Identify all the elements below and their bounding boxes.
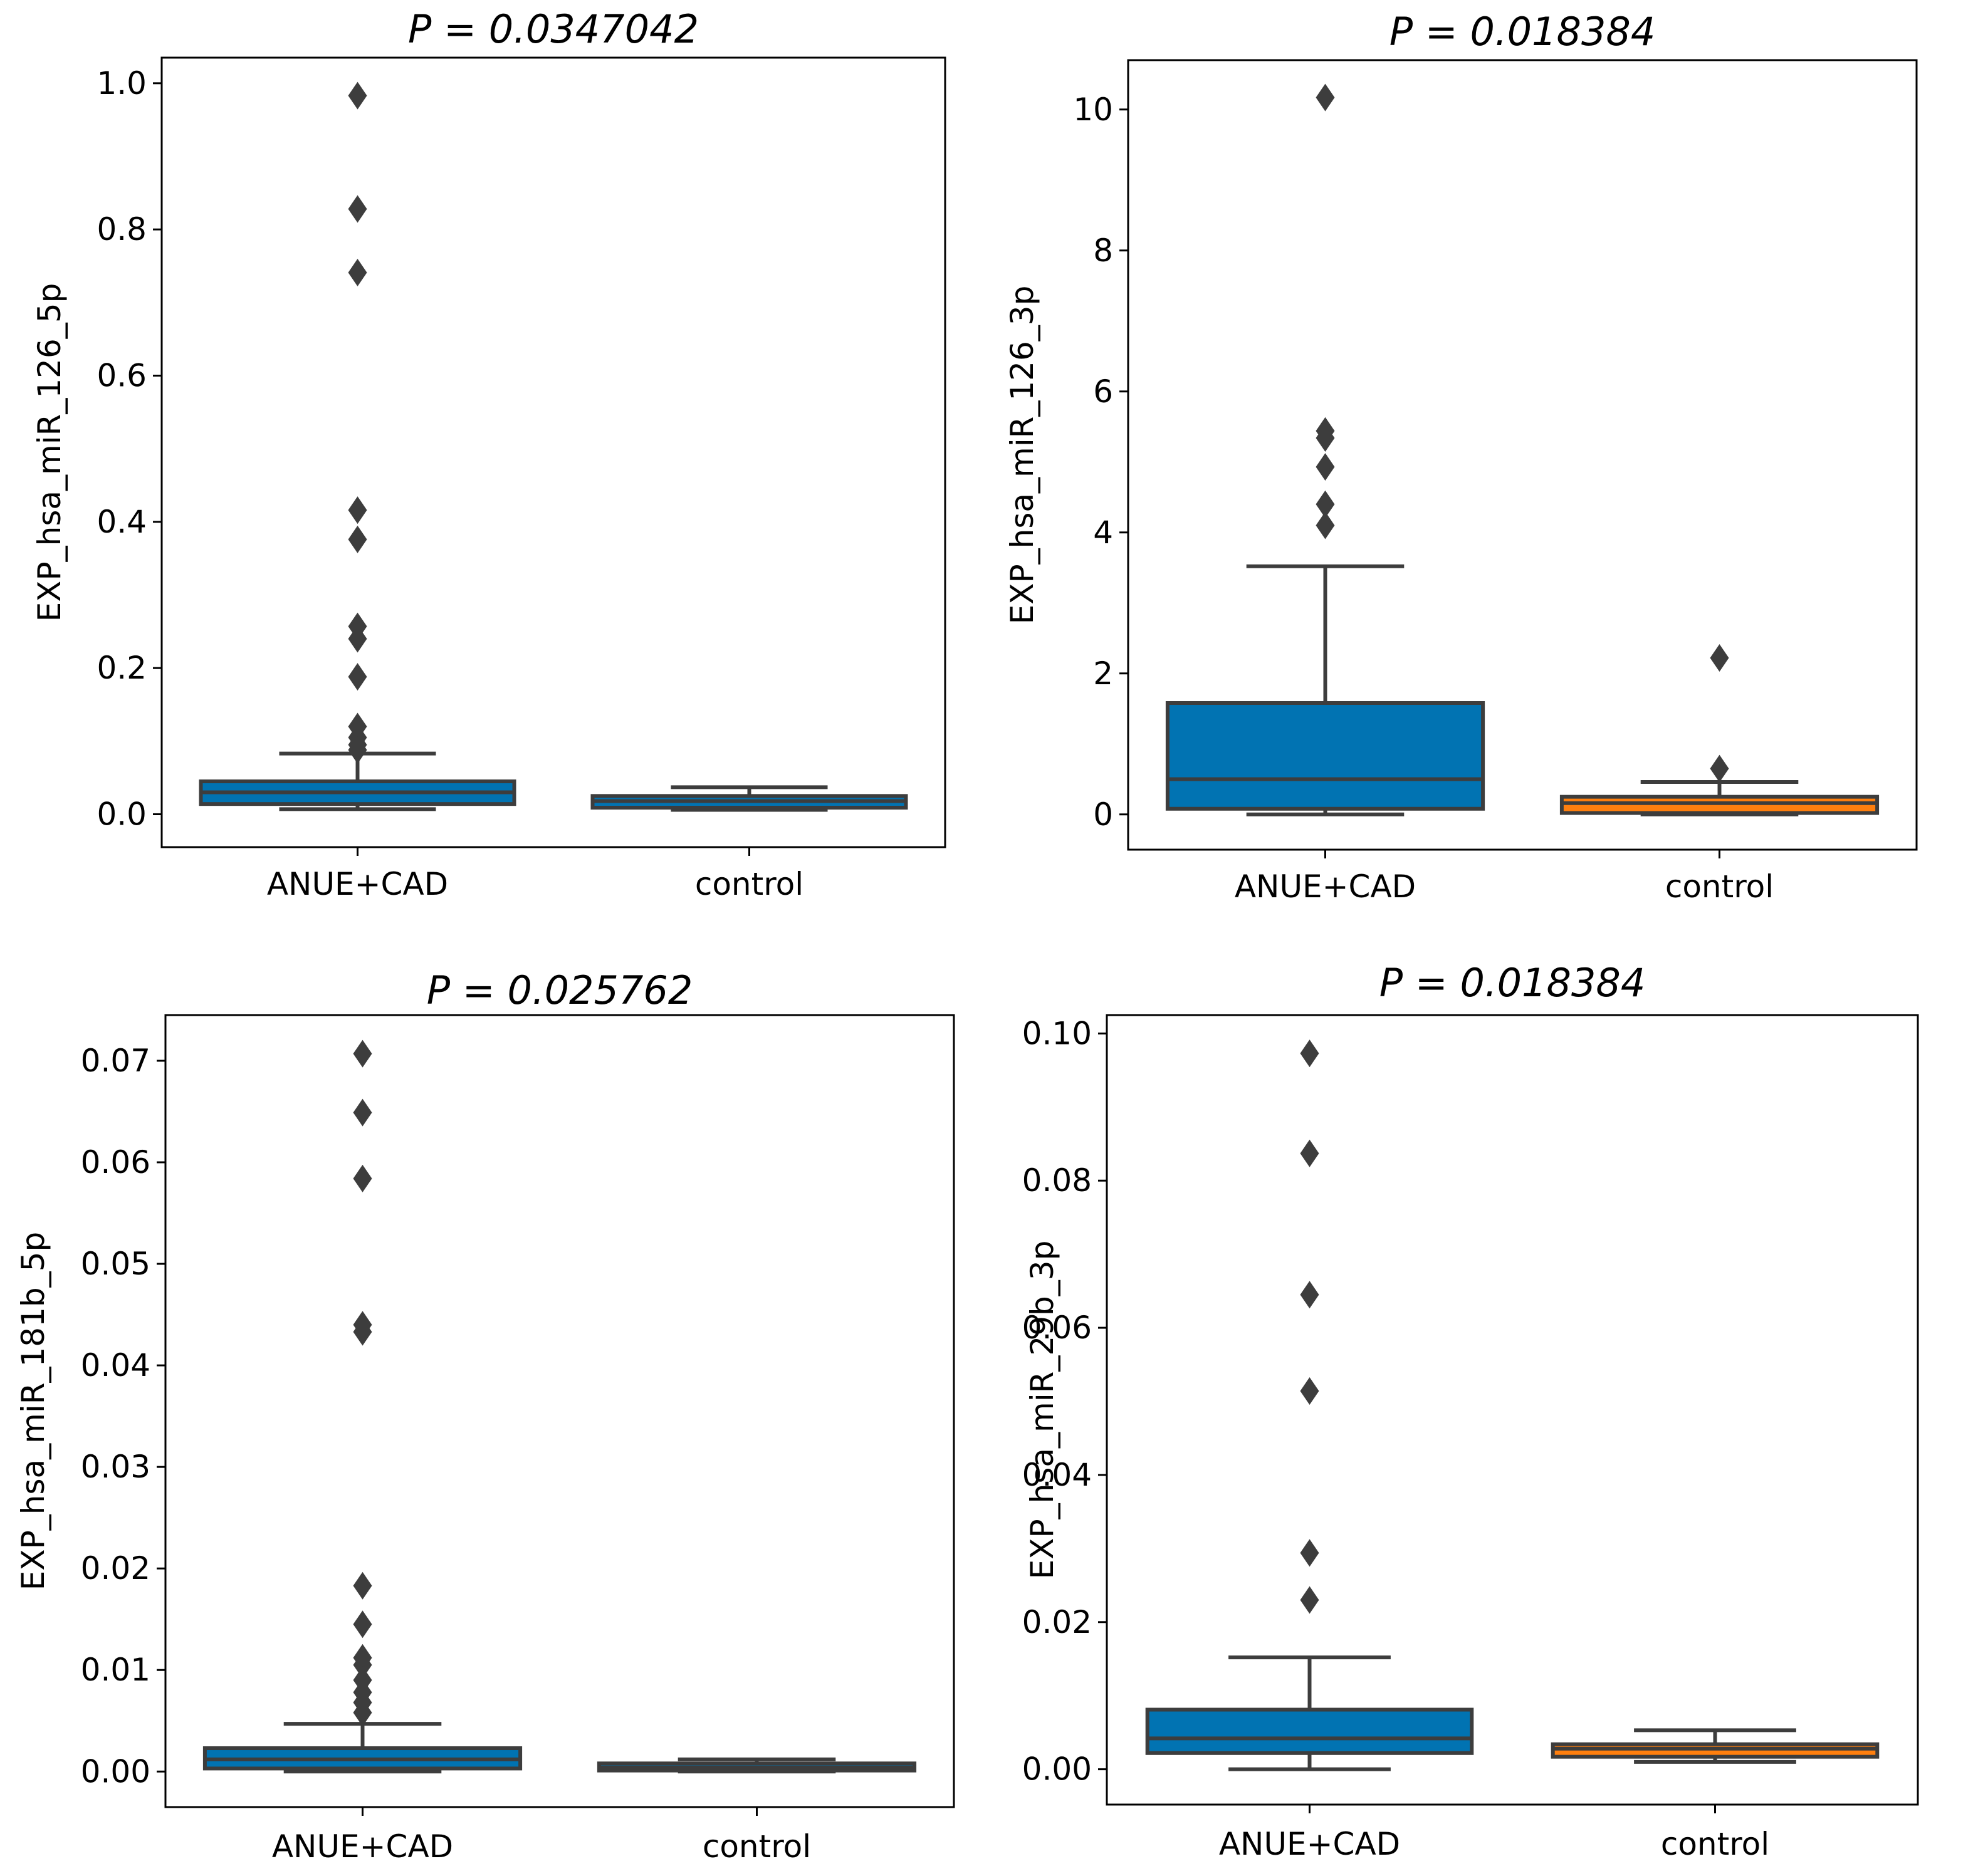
outlier-point <box>353 1651 372 1679</box>
chart-panel-3: P = 0.025762 EXP_hsa_miR_181b_5p 0.00 0.01 0… <box>15 967 955 1865</box>
y-tick-label: 0 <box>1093 796 1113 833</box>
outlier-point <box>353 1098 372 1127</box>
outlier-point <box>1300 1281 1319 1309</box>
y-tick-label: 0.03 <box>81 1449 150 1485</box>
chart-title: P = 0.018384 <box>1379 960 1646 1006</box>
y-tick-label: 0.10 <box>1022 1015 1092 1051</box>
x-tick-label: control <box>1665 868 1774 905</box>
outlier-point <box>348 525 367 553</box>
outlier-point <box>1316 490 1335 518</box>
outlier-point <box>353 1318 372 1346</box>
y-axis-label: EXP_hsa_miR_126_3p <box>1004 286 1040 625</box>
outlier-point <box>353 1610 372 1639</box>
outlier-point <box>1300 1139 1319 1167</box>
outlier-point <box>353 1699 372 1727</box>
y-tick-label: 0.02 <box>81 1550 150 1587</box>
y-axis-label: EXP_hsa_miR_181b_5p <box>15 1232 51 1590</box>
x-tick-label: control <box>703 1828 811 1865</box>
outlier-point <box>1300 1040 1319 1068</box>
x-tick-label: control <box>695 866 803 902</box>
y-tick-label: 0.0 <box>97 796 147 833</box>
y-tick-label: 1.0 <box>97 65 147 102</box>
y-tick-label: 0.8 <box>97 211 147 248</box>
plot-frame <box>1106 1014 1919 1806</box>
y-tick-label: 0.05 <box>81 1246 150 1282</box>
outlier-point <box>353 1040 372 1068</box>
y-tick-label: 0.04 <box>81 1347 150 1384</box>
chart-title: P = 0.025762 <box>427 967 693 1013</box>
box-1 <box>597 1757 917 1774</box>
chart-title: P = 0.018384 <box>1389 9 1656 55</box>
y-tick-label: 0.6 <box>97 358 147 394</box>
outlier-point <box>1710 644 1729 672</box>
x-tick-label: ANUE+CAD <box>272 1828 453 1865</box>
outlier-point <box>348 496 367 524</box>
y-tick-label: 0.06 <box>81 1144 150 1180</box>
outlier-point <box>353 1571 372 1600</box>
y-tick-label: 0.02 <box>1022 1604 1092 1640</box>
outlier-point <box>348 625 367 653</box>
box-body <box>1145 1707 1474 1755</box>
chart-title: P = 0.0347042 <box>408 6 699 52</box>
y-tick-label: 0.00 <box>81 1753 150 1790</box>
x-tick-label: control <box>1661 1826 1769 1862</box>
outlier-point <box>1300 1377 1319 1405</box>
x-tick-label: ANUE+CAD <box>267 866 448 902</box>
box-body <box>1165 701 1485 811</box>
y-tick-label: 0.07 <box>81 1043 150 1079</box>
chart-panel-2: P = 0.018384 EXP_hsa_miR_126_3p 0 2 4 6 8 10 ANU… <box>1004 9 1918 905</box>
y-tick-label: 0.00 <box>1022 1751 1092 1788</box>
x-tick-label: ANUE+CAD <box>1219 1826 1400 1862</box>
plot-frame <box>1127 59 1918 851</box>
y-tick-label: 0.06 <box>1022 1310 1092 1346</box>
box-1 <box>1559 644 1880 816</box>
outlier-point <box>1300 1586 1319 1614</box>
outlier-point <box>1316 453 1335 481</box>
chart-panel-1: P = 0.0347042 EXP_hsa_miR_126_5p 0.0 0.2 0.4… <box>31 6 946 902</box>
outlier-point <box>1300 1539 1319 1567</box>
y-tick-label: 0.01 <box>81 1652 150 1688</box>
box-0 <box>1145 1040 1474 1771</box>
y-axis-label: EXP_hsa_miR_29b_3p <box>1024 1241 1060 1580</box>
y-tick-label: 0.4 <box>97 504 147 540</box>
y-tick-label: 0.04 <box>1022 1457 1092 1493</box>
y-tick-label: 10 <box>1073 91 1113 128</box>
outlier-point <box>1710 754 1729 783</box>
outlier-point <box>1316 511 1335 539</box>
y-tick-label: 2 <box>1093 655 1113 692</box>
outlier-point <box>1316 424 1335 452</box>
box-0 <box>199 81 516 811</box>
outlier-point <box>348 736 367 764</box>
x-tick-label: ANUE+CAD <box>1235 868 1416 905</box>
box-0 <box>202 1040 523 1774</box>
y-tick-label: 6 <box>1093 373 1113 410</box>
outlier-point <box>1316 83 1335 112</box>
outlier-point <box>348 195 367 223</box>
outlier-point <box>348 259 367 286</box>
outlier-point <box>348 81 367 110</box>
plot-frame <box>164 1014 955 1808</box>
y-tick-label: 8 <box>1093 232 1113 269</box>
y-axis-label: EXP_hsa_miR_126_5p <box>31 283 68 622</box>
plot-frame <box>160 56 946 848</box>
y-tick-label: 4 <box>1093 514 1113 551</box>
box-1 <box>1551 1728 1880 1764</box>
y-tick-label: 0.2 <box>97 650 147 686</box>
outlier-point <box>348 663 367 691</box>
outlier-point <box>353 1164 372 1192</box>
y-tick-label: 0.08 <box>1022 1162 1092 1199</box>
chart-panel-4: P = 0.018384 EXP_hsa_miR_29b_3p 0.00 0.02 0.… <box>1022 960 1919 1862</box>
box-1 <box>590 785 908 812</box>
box-0 <box>1165 83 1485 816</box>
